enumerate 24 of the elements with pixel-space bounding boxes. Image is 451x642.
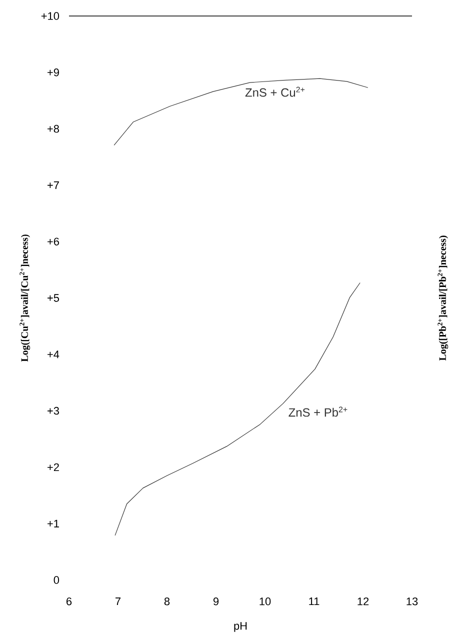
y-tick-label: +9: [47, 68, 59, 76]
y-tick-label: 0: [54, 576, 59, 584]
series-label: ZnS + Pb$^{2+}$: [288, 406, 348, 417]
y-tick-label: +7: [47, 181, 59, 189]
x-tick-label: 12: [358, 598, 368, 606]
x-tick-label: 11: [308, 598, 319, 606]
y-axis-title: Log([Cu$^{2+}$]avail/[Cu$^{2+}$]necess): [19, 234, 30, 362]
y-tick-label: +5: [47, 294, 59, 302]
y-tick-label: +8: [47, 124, 59, 133]
y-tick-label: +1: [47, 520, 59, 528]
x-tick-label: 8: [164, 598, 170, 606]
x-tick-label: 13: [406, 598, 418, 606]
x-tick-label: 9: [213, 598, 218, 606]
x-axis-title: pH: [234, 622, 246, 632]
x-tick-label: 10: [260, 598, 270, 606]
x-tick-label: 6: [66, 598, 72, 606]
y-tick-label: +3: [47, 406, 59, 415]
series-label: ZnS + Cu$^{2+}$: [245, 86, 304, 97]
y-tick-label: +4: [47, 350, 59, 358]
y2-axis-title: Log([Pb$^{2+}$]avail/[Pb$^{2+}$]necess): [437, 236, 448, 361]
y-tick-label: +6: [47, 238, 59, 246]
x-tick-label: 7: [115, 598, 120, 606]
y-tick-label: +2: [47, 463, 59, 472]
y-tick-label: +10: [41, 12, 59, 20]
